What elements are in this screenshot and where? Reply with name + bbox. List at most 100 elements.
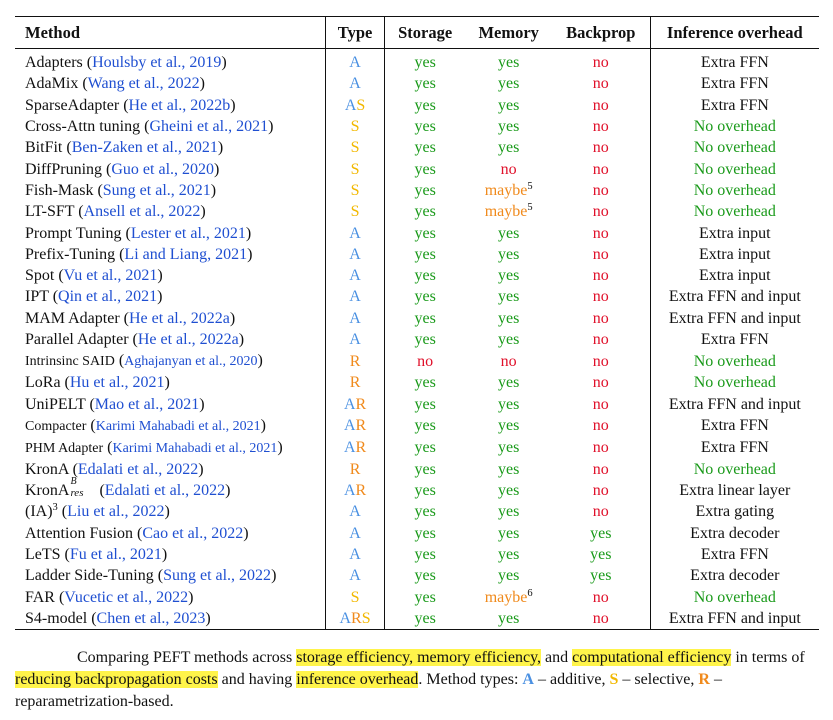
inference-cell: No overhead: [649, 458, 819, 481]
caption-highlight: inference overhead: [296, 671, 419, 688]
legend-key-additive: A: [522, 671, 534, 688]
method-cell: MAM Adapter (He et al., 2022a): [25, 309, 236, 327]
memory-cell: yes: [465, 116, 552, 137]
backprop-cell: yes: [590, 524, 612, 542]
backprop-cell: no: [592, 96, 609, 114]
memory-value: yes: [498, 460, 520, 478]
method-name: LeTS: [25, 546, 61, 564]
table-row: UniPELT (Mao et al., 2021) AR yes yes no Extr…: [15, 393, 819, 415]
backprop-cell: no: [592, 460, 609, 478]
type-letter: R: [355, 417, 367, 435]
table-row: PHM Adapter (Karimi Mahabadi et al., 202…: [15, 436, 819, 459]
storage-cell: yes: [383, 222, 466, 244]
type-cell: R: [325, 350, 385, 373]
method-name: MAM Adapter: [25, 309, 120, 327]
inference-cell: No overhead: [649, 350, 819, 373]
caption-highlight: computational efficiency: [572, 649, 732, 666]
inference-cell: No overhead: [649, 137, 819, 159]
storage-cell: yes: [383, 137, 466, 159]
method-name: Parallel Adapter: [25, 331, 129, 348]
storage-cell: yes: [383, 328, 466, 351]
type-letter: A: [339, 609, 352, 627]
memory-cell: yes: [465, 544, 552, 565]
storage-cell: no: [383, 350, 466, 373]
type-letter: A: [349, 503, 361, 521]
inference-cell: No overhead: [649, 201, 819, 223]
method-cell: Prefix-Tuning (Li and Liang, 2021): [25, 245, 253, 263]
inference-cell: Extra FFN: [649, 436, 819, 459]
type-cell: S: [325, 115, 385, 138]
type-cell: AR: [325, 414, 385, 437]
citation-link: Fu et al., 2021: [69, 546, 162, 564]
inference-cell: Extra gating: [649, 501, 819, 523]
method-cell: (IA)3 (Liu et al., 2022): [25, 502, 170, 521]
type-letter: S: [350, 588, 360, 606]
storage-cell: yes: [383, 480, 466, 502]
table-caption: Comparing PEFT methods across storage ef…: [15, 647, 821, 713]
memory-cell: yes: [465, 286, 552, 307]
peft-comparison-table: Method Type Storage Memory Backprop Infe…: [15, 16, 819, 631]
type-letter: S: [350, 181, 360, 199]
memory-value: yes: [498, 567, 520, 585]
backprop-cell: no: [592, 352, 609, 370]
table-row: Cross-Attn tuning (Gheini et al., 2021) S…: [15, 115, 819, 138]
backprop-cell: no: [592, 331, 609, 348]
legend-label-reparametrization: – reparametrization-based.: [15, 671, 722, 710]
type-cell: S: [325, 137, 385, 159]
type-cell: ARS: [325, 607, 385, 631]
storage-cell: yes: [383, 436, 466, 459]
backprop-cell: no: [592, 374, 609, 392]
method-footnote: 3: [52, 502, 58, 514]
memory-cell: yes: [465, 393, 552, 414]
type-letter: A: [349, 75, 361, 93]
method-cell: DiffPruning (Guo et al., 2020): [25, 160, 220, 178]
memory-value: yes: [498, 395, 520, 413]
type-letter: A: [349, 224, 361, 242]
citation-link: Sung et al., 2021: [102, 181, 211, 199]
memory-cell: yes: [465, 523, 552, 544]
method-cell: AdaMix (Wang et al., 2022): [25, 75, 205, 93]
citation-link: Hu et al., 2021: [69, 374, 165, 392]
method-name: AdaMix: [25, 75, 79, 93]
citation-link: Guo et al., 2020: [111, 160, 215, 178]
inference-cell: Extra FFN and input: [649, 286, 819, 308]
memory-value: yes: [498, 482, 520, 500]
type-cell: R: [325, 458, 385, 481]
method-cell: Parallel Adapter (He et al., 2022a): [25, 331, 245, 348]
table-row: SparseAdapter (He et al., 2022b) AS yes yes…: [15, 94, 819, 116]
memory-value: yes: [498, 503, 520, 521]
inference-cell: Extra FFN: [649, 94, 819, 116]
storage-cell: yes: [383, 501, 466, 523]
memory-value: maybe: [484, 203, 528, 221]
type-letter: A: [349, 309, 361, 327]
memory-value: maybe: [484, 588, 528, 606]
caption-highlight: reducing backpropagation costs: [15, 671, 218, 688]
memory-cell: yes: [465, 49, 552, 74]
memory-cell: yes: [465, 265, 552, 286]
citation-link: Ben-Zaken et al., 2021: [71, 139, 218, 157]
backprop-cell: no: [592, 245, 609, 263]
type-cell: AS: [325, 94, 385, 116]
citation-link: Ansell et al., 2022: [83, 203, 201, 221]
type-cell: A: [325, 565, 385, 587]
memory-value: yes: [498, 331, 520, 348]
memory-cell: yes: [465, 308, 552, 329]
inference-cell: Extra input: [649, 243, 819, 265]
type-letter: R: [351, 609, 362, 627]
memory-cell: yes: [465, 222, 552, 243]
type-cell: A: [325, 243, 385, 265]
method-cell: PHM Adapter (Karimi Mahabadi et al., 202…: [25, 438, 283, 456]
type-letter: S: [350, 118, 360, 136]
memory-value: yes: [498, 118, 520, 136]
